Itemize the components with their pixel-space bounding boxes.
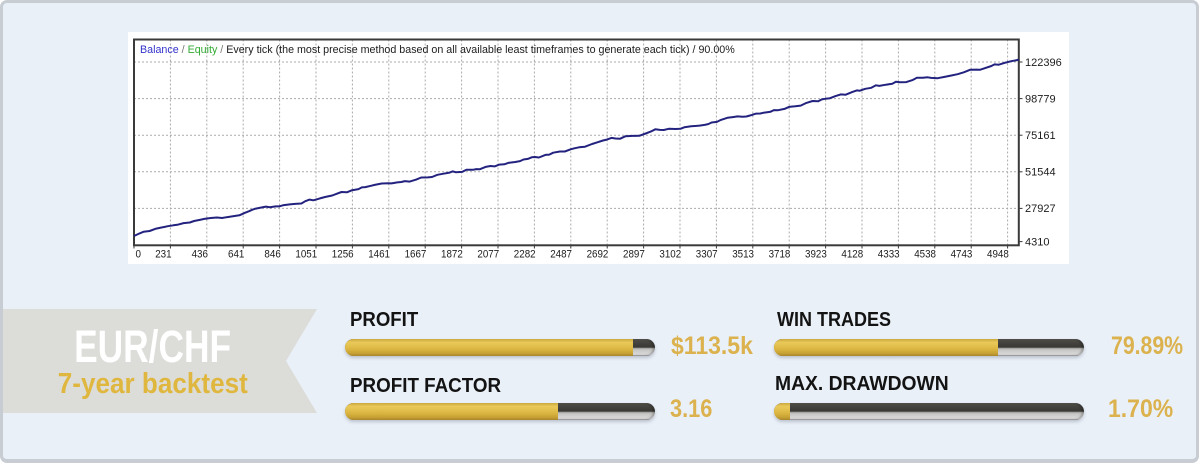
svg-text:2077: 2077 xyxy=(477,249,499,261)
svg-text:4333: 4333 xyxy=(878,249,900,261)
svg-text:4743: 4743 xyxy=(951,249,973,261)
svg-text:75161: 75161 xyxy=(1025,130,1056,142)
svg-text:122396: 122396 xyxy=(1025,57,1062,69)
svg-text:51544: 51544 xyxy=(1025,167,1056,179)
svg-text:3513: 3513 xyxy=(732,249,754,261)
svg-text:2282: 2282 xyxy=(514,249,536,261)
svg-text:231: 231 xyxy=(155,249,171,261)
svg-text:0: 0 xyxy=(136,249,142,261)
svg-text:98779: 98779 xyxy=(1025,93,1056,105)
svg-text:2487: 2487 xyxy=(550,249,572,261)
svg-text:3718: 3718 xyxy=(769,249,791,261)
svg-text:846: 846 xyxy=(264,249,280,261)
svg-text:641: 641 xyxy=(228,249,244,261)
svg-text:4538: 4538 xyxy=(914,249,936,261)
svg-text:1667: 1667 xyxy=(405,249,427,261)
svg-text:1461: 1461 xyxy=(368,249,390,261)
svg-text:27927: 27927 xyxy=(1025,203,1056,215)
svg-text:1051: 1051 xyxy=(295,249,317,261)
svg-text:1872: 1872 xyxy=(441,249,463,261)
svg-text:4310: 4310 xyxy=(1025,236,1049,248)
svg-text:2897: 2897 xyxy=(623,249,645,261)
svg-text:3102: 3102 xyxy=(659,249,681,261)
svg-text:436: 436 xyxy=(192,249,208,261)
svg-text:1256: 1256 xyxy=(332,249,354,261)
svg-text:4948: 4948 xyxy=(987,249,1009,261)
svg-text:3307: 3307 xyxy=(696,249,718,261)
svg-text:3923: 3923 xyxy=(805,249,827,261)
svg-text:2692: 2692 xyxy=(587,249,609,261)
svg-text:Balance / Equity / Every tick: Balance / Equity / Every tick (the most … xyxy=(140,44,735,56)
svg-text:4128: 4128 xyxy=(841,249,863,261)
